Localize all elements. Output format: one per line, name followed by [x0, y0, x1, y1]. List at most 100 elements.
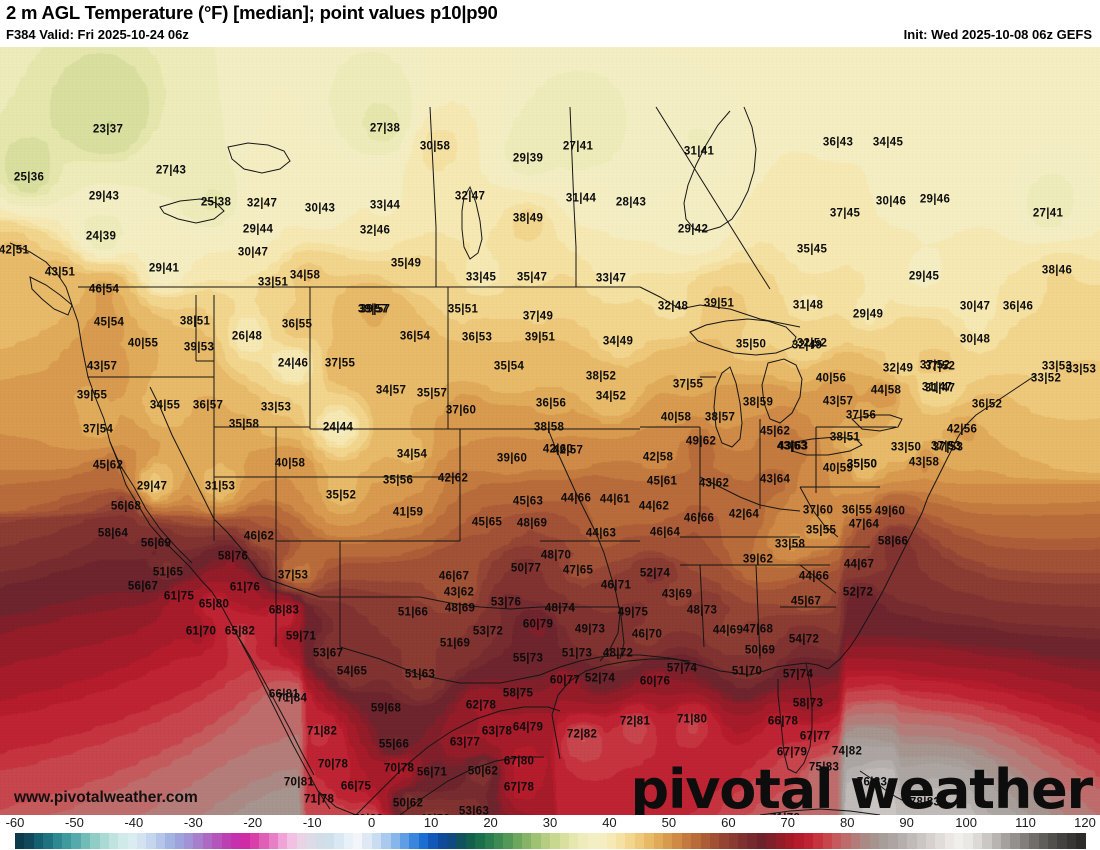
point-value-label: 79|82 — [353, 814, 383, 815]
colorbar-segment — [221, 833, 231, 849]
colorbar-segment — [625, 833, 635, 849]
point-value-label: 54|72 — [788, 633, 820, 646]
point-value-label: 44|62 — [638, 500, 670, 513]
colorbar-tick: 20 — [483, 815, 498, 830]
colorbar-tick: 120 — [1074, 815, 1096, 830]
colorbar-segment — [540, 833, 551, 849]
point-value-label: 24|44 — [322, 421, 354, 434]
colorbar-segment — [616, 833, 626, 849]
point-value-label: 53|63 — [458, 805, 490, 815]
colorbar-segment — [52, 833, 62, 849]
colorbar-segment — [531, 833, 541, 849]
colorbar-segment — [465, 833, 476, 849]
point-value-label: 37|52 — [924, 360, 956, 373]
point-value-label: 50|69 — [744, 644, 776, 657]
point-value-label: 45|65 — [471, 516, 503, 529]
colorbar-segment — [850, 833, 861, 849]
colorbar-segment — [1047, 833, 1058, 849]
colorbar-segment — [287, 833, 297, 849]
point-value-label: 31|53 — [204, 480, 236, 493]
point-value-label: 46|54 — [88, 283, 120, 296]
colorbar-tick: 30 — [542, 815, 558, 830]
colorbar-segment — [766, 833, 776, 849]
colorbar-gradient[interactable] — [15, 833, 1086, 849]
point-value-label: 43|63 — [777, 440, 809, 453]
point-value-label: 45|63 — [512, 495, 544, 508]
point-value-label: 50|77 — [510, 562, 542, 575]
point-value-label: 71|78 — [770, 813, 800, 815]
point-value-label: 32|48 — [657, 300, 689, 313]
point-value-label: 67|77 — [799, 730, 831, 743]
point-value-label: 68|83 — [268, 604, 300, 617]
colorbar-segment — [259, 833, 269, 849]
page-title: 2 m AGL Temperature (°F) [median]; point… — [6, 2, 498, 23]
point-value-label: 71|80 — [676, 713, 708, 726]
point-value-label: 63|78 — [481, 725, 513, 738]
point-value-label: 39|55 — [76, 389, 108, 402]
colorbar-segment — [559, 833, 570, 849]
point-value-label: 31|44 — [565, 192, 597, 205]
point-value-label: 43|62 — [443, 586, 475, 599]
point-value-label: 42|60 — [542, 443, 574, 456]
point-value-label: 71|82 — [306, 725, 338, 738]
point-value-label: 78|83 — [909, 796, 941, 809]
point-value-label: 31|47 — [921, 381, 953, 394]
point-value-label: 36|46 — [1002, 300, 1034, 313]
point-value-label: 42|58 — [642, 451, 674, 464]
point-value-label: 46|66 — [683, 512, 715, 525]
colorbar-segment — [991, 833, 1002, 849]
point-value-label: 38|52 — [585, 370, 617, 383]
colorbar-tick-labels: -60 -50 -40 -30 -20 -10 0 10 20 30 40 50 60 70 80 90 100… — [0, 815, 1100, 832]
colorbar-tick: 0 — [368, 815, 376, 830]
colorbar-segment — [493, 833, 504, 849]
colorbar-segment — [418, 833, 429, 849]
point-value-label: 39|57 — [357, 303, 389, 316]
point-value-label: 51|66 — [397, 606, 429, 619]
point-value-label: 60|79 — [522, 618, 554, 631]
colorbar-tick: -20 — [243, 815, 263, 830]
point-value-label: 32|46 — [359, 224, 391, 237]
colorbar-segment — [841, 833, 851, 849]
point-value-label: 48|74 — [544, 602, 576, 615]
colorbar-segment — [738, 833, 748, 849]
point-value-label: 59|68 — [370, 702, 402, 715]
temperature-map[interactable]: 23|37 25|36 27|43 29|43 25|38 32|47 30|43 24|39… — [0, 47, 1100, 815]
point-value-label: 65|80 — [198, 598, 230, 611]
colorbar-tick: 80 — [839, 815, 855, 830]
point-value-label: 36|56 — [535, 397, 567, 410]
point-value-label: 29|43 — [88, 190, 120, 203]
colorbar-segment — [982, 833, 992, 849]
colorbar-segment — [662, 833, 673, 849]
colorbar-segment — [1001, 833, 1011, 849]
point-value-label: 47|64 — [848, 518, 880, 531]
colorbar-segment — [653, 833, 663, 849]
point-value-label: 35|55 — [805, 524, 837, 537]
colorbar-segment — [437, 833, 447, 849]
point-value-label: 45|61 — [646, 475, 678, 488]
point-value-label: 56|71 — [416, 766, 448, 779]
point-value-label: 37|60 — [445, 404, 477, 417]
point-value-label: 26|48 — [231, 330, 263, 343]
point-value-label: 51|73 — [561, 647, 593, 660]
point-value-label: 40|58 — [660, 411, 692, 424]
point-value-label: 36|43 — [822, 136, 854, 149]
colorbar-segment — [569, 833, 579, 849]
colorbar-segment — [15, 833, 25, 849]
colorbar-tick: 40 — [602, 815, 617, 830]
colorbar-segment — [165, 833, 175, 849]
colorbar-segment — [878, 833, 889, 849]
point-value-label: 32|47 — [246, 197, 278, 210]
point-value-label: 29|45 — [908, 270, 940, 283]
point-value-label: 34|54 — [396, 448, 428, 461]
point-value-label: 72|81 — [619, 715, 651, 728]
colorbar-segment — [24, 833, 34, 849]
colorbar-segment — [33, 833, 44, 849]
point-value-label: 56|67 — [127, 580, 159, 593]
colorbar-tick: 90 — [899, 815, 914, 830]
point-value-label: 40|56 — [815, 372, 847, 385]
colorbar-segment — [963, 833, 973, 849]
colorbar-segment — [446, 833, 457, 849]
point-value-label: 29|42 — [677, 223, 709, 236]
colorbar-segment — [503, 833, 513, 849]
colorbar-segment — [184, 833, 194, 849]
